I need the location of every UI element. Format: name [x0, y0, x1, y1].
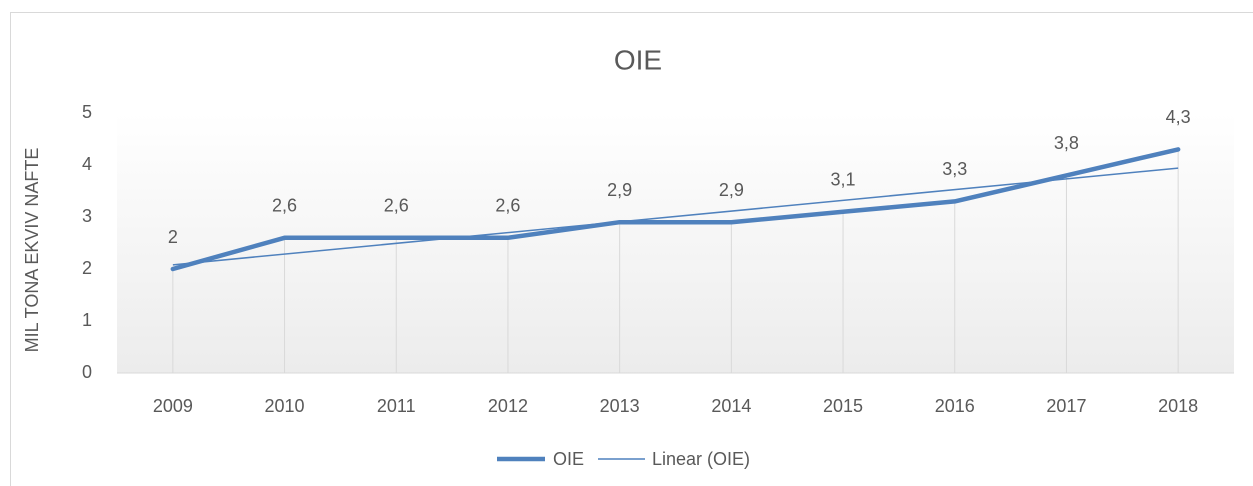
x-tick-label: 2009	[153, 396, 193, 416]
x-tick-label: 2010	[265, 396, 305, 416]
x-tick-label: 2017	[1046, 396, 1086, 416]
y-tick-label: 3	[82, 206, 92, 226]
data-label: 2	[168, 227, 178, 247]
data-label: 3,3	[942, 159, 967, 179]
y-tick-label: 4	[82, 154, 92, 174]
x-tick-label: 2016	[935, 396, 975, 416]
legend-label: OIE	[553, 449, 584, 469]
data-label: 3,1	[831, 170, 856, 190]
data-label: 2,9	[719, 180, 744, 200]
x-tick-label: 2013	[600, 396, 640, 416]
plot-area	[117, 113, 1234, 373]
x-tick-label: 2018	[1158, 396, 1198, 416]
y-axis-title: MIL TONA EKVIV NAFTE	[22, 148, 42, 353]
chart-title: OIE	[614, 44, 662, 75]
data-label: 3,8	[1054, 133, 1079, 153]
x-tick-label: 2014	[711, 396, 751, 416]
data-label: 2,9	[607, 180, 632, 200]
data-label: 2,6	[384, 196, 409, 216]
data-label: 2,6	[272, 196, 297, 216]
x-tick-label: 2012	[488, 396, 528, 416]
trendline	[172, 167, 1179, 266]
legend-label: Linear (OIE)	[652, 449, 750, 469]
x-tick-label: 2011	[377, 396, 416, 416]
data-label: 4,3	[1166, 107, 1191, 127]
data-label: 2,6	[495, 196, 520, 216]
series-line	[170, 147, 1181, 272]
y-tick-label: 5	[82, 102, 92, 122]
y-tick-label: 2	[82, 258, 92, 278]
y-tick-label: 1	[82, 310, 92, 330]
x-tick-label: 2015	[823, 396, 863, 416]
y-tick-label: 0	[82, 362, 92, 382]
